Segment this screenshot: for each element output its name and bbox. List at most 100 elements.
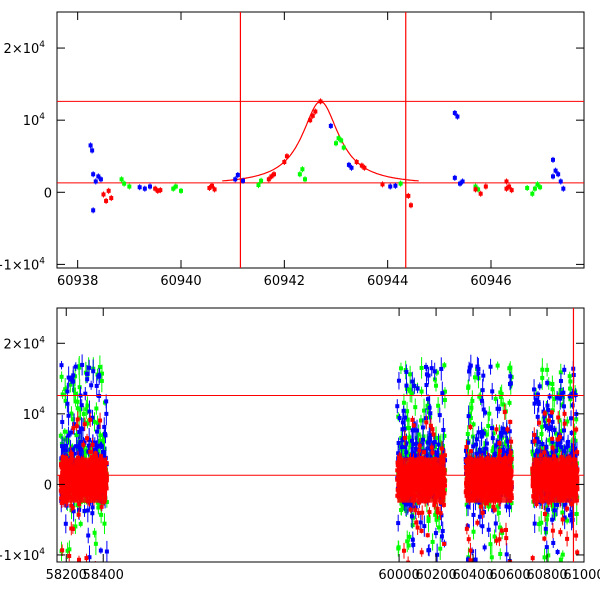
data-point: [70, 376, 75, 381]
data-point: [480, 450, 485, 455]
data-point: [104, 198, 109, 203]
data-point: [419, 550, 424, 555]
data-point: [88, 417, 93, 422]
data-point: [406, 193, 411, 198]
data-point: [66, 413, 71, 418]
data-point: [64, 443, 69, 448]
data-point: [100, 449, 105, 454]
data-point: [77, 502, 82, 507]
data-point: [452, 110, 457, 115]
data-point: [495, 504, 500, 509]
data-point: [468, 363, 473, 368]
data-point: [487, 411, 492, 416]
data-point: [465, 524, 470, 529]
data-point: [97, 364, 102, 369]
data-point: [426, 373, 431, 378]
data-point: [96, 425, 101, 430]
data-point: [413, 405, 418, 410]
data-point: [486, 423, 491, 428]
data-point: [407, 435, 412, 440]
data-point: [405, 502, 410, 507]
data-point: [96, 174, 101, 179]
data-point: [498, 395, 503, 400]
data-point: [439, 366, 444, 371]
data-point: [481, 407, 486, 412]
data-point: [468, 416, 473, 421]
data-point: [82, 508, 87, 513]
data-point: [490, 389, 495, 394]
data-point: [482, 428, 487, 433]
data-point: [420, 425, 425, 430]
data-point: [69, 411, 74, 416]
data-point: [269, 174, 274, 179]
data-point: [477, 450, 482, 455]
data-point: [137, 185, 142, 190]
data-point: [104, 411, 109, 416]
model-curve: [222, 100, 419, 182]
data-point: [427, 405, 432, 410]
data-point: [532, 186, 537, 191]
data-point: [538, 185, 543, 190]
data-point: [88, 143, 93, 148]
data-point: [466, 385, 471, 390]
data-point: [428, 423, 433, 428]
data-point: [490, 426, 495, 431]
data-point: [480, 524, 485, 529]
data-point: [432, 440, 437, 445]
data-point: [419, 365, 424, 370]
data-point: [479, 398, 484, 403]
data-point: [479, 431, 484, 436]
data-point: [401, 408, 406, 413]
data-point: [313, 109, 318, 114]
data-point: [303, 177, 307, 182]
series: [88, 109, 566, 214]
data-point: [95, 429, 100, 434]
x-tick-label: 60946: [470, 274, 511, 289]
data-point: [471, 422, 476, 427]
data-point: [346, 162, 351, 167]
data-point: [400, 427, 405, 432]
data-point: [101, 192, 106, 197]
data-point: [501, 426, 506, 431]
data-point: [410, 379, 415, 384]
data-point: [400, 452, 405, 457]
data-point: [483, 184, 488, 189]
data-point: [349, 165, 354, 170]
data-point: [491, 431, 496, 436]
data-point: [415, 525, 420, 530]
data-point: [421, 434, 426, 439]
data-point: [492, 452, 497, 457]
data-point: [427, 510, 432, 515]
data-point: [94, 406, 99, 411]
data-point: [439, 446, 444, 451]
data-point: [483, 446, 488, 451]
data-point: [505, 427, 510, 432]
data-point: [96, 505, 101, 510]
data-point: [440, 528, 445, 533]
data-point: [409, 503, 414, 508]
data-point: [474, 437, 479, 442]
data-point: [76, 512, 81, 517]
data-point: [59, 374, 64, 379]
data-point: [472, 375, 477, 380]
data-point: [406, 452, 411, 457]
data-point: [437, 453, 442, 458]
data-point: [401, 400, 406, 405]
data-point: [507, 381, 512, 386]
data-point: [87, 409, 92, 414]
data-point: [474, 442, 479, 447]
data-point: [341, 145, 346, 150]
data-point: [466, 440, 471, 445]
data-point: [507, 505, 512, 510]
data-point: [553, 168, 558, 173]
data-point: [66, 454, 71, 459]
data-point: [424, 453, 429, 458]
data-point: [81, 412, 86, 417]
data-point: [503, 450, 508, 455]
data-point: [399, 501, 404, 506]
data-point: [497, 525, 502, 530]
data-point: [67, 553, 72, 558]
data-point: [405, 409, 410, 414]
data-point: [414, 441, 419, 446]
data-point: [435, 450, 440, 455]
